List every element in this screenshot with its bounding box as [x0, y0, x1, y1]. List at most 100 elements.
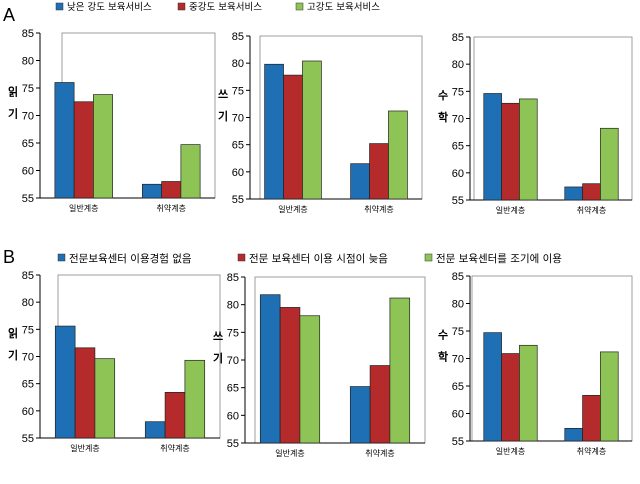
legend-b-label-2: 전문 보육센터 이용 시점이 늦음 — [249, 253, 388, 265]
y-tick-label: 70 — [452, 114, 464, 126]
y-tick-label: 75 — [452, 86, 464, 98]
y-axis-label: 읽 — [8, 327, 18, 340]
bar — [299, 315, 321, 444]
y-tick-label: 55 — [232, 194, 244, 206]
legend-b: 전문보육센터 이용경험 없음 전문 보육센터 이용 시점이 늦음 전문 보육센터… — [57, 252, 562, 265]
y-tick-label: 65 — [22, 379, 34, 391]
bar — [388, 110, 408, 200]
x-category-label: 취약계층 — [160, 443, 189, 453]
bar — [582, 183, 601, 201]
bar — [93, 94, 113, 199]
y-tick-label: 70 — [227, 355, 239, 367]
y-tick-label: 85 — [22, 270, 34, 282]
bar — [283, 74, 303, 200]
bar — [161, 181, 182, 199]
bar — [73, 101, 94, 199]
bar — [349, 386, 371, 444]
bar — [501, 353, 520, 442]
y-tick-label: 70 — [452, 354, 464, 366]
bar — [519, 344, 538, 442]
y-tick-label: 80 — [227, 300, 239, 312]
y-tick-label: 60 — [232, 167, 244, 179]
bar — [483, 93, 502, 201]
y-tick-label: 80 — [22, 56, 34, 68]
y-tick-label: 85 — [452, 271, 464, 283]
y-tick-label: 75 — [22, 324, 34, 336]
legend-a-label-3: 고강도 보육서비스 — [307, 2, 380, 13]
y-tick-label: 75 — [227, 327, 239, 339]
bar — [279, 307, 301, 444]
bar — [54, 82, 75, 199]
y-axis-label: 쓰 — [213, 330, 223, 343]
bar — [54, 325, 76, 439]
x-category-label: 일반계층 — [278, 204, 307, 214]
bar — [142, 183, 162, 199]
y-tick-label: 60 — [22, 406, 34, 418]
legend-a: 낮은 강도 보육서비스 중강도 보육서비스 고강도 보육서비스 — [55, 2, 380, 13]
x-category-label: 취약계층 — [577, 205, 606, 215]
bar — [582, 395, 601, 442]
y-axis-label: 기 — [8, 348, 18, 362]
bar — [180, 144, 201, 199]
y-tick-label: 75 — [452, 326, 464, 338]
legend-b-swatch-3 — [424, 253, 433, 262]
bar — [389, 297, 411, 444]
bar — [369, 143, 389, 200]
legend-a-swatch-2 — [177, 2, 186, 11]
legend-a-swatch-1 — [55, 2, 64, 11]
y-axis-label: 학 — [438, 350, 448, 364]
x-category-label: 취약계층 — [157, 203, 186, 213]
legend-b-label-1: 전문보육센터 이용경험 없음 — [69, 252, 192, 265]
x-category-label: 취약계층 — [365, 448, 394, 458]
panel-letter-a: A — [3, 5, 15, 25]
legend-a-label-1: 낮은 강도 보육서비스 — [67, 2, 152, 13]
y-tick-label: 65 — [22, 138, 34, 150]
x-category-label: 취약계층 — [364, 204, 393, 214]
x-category-label: 일반계층 — [275, 448, 304, 458]
y-axis-label: 기 — [218, 109, 228, 123]
y-axis-label: 읽 — [8, 86, 18, 99]
bar — [369, 365, 391, 444]
bar — [184, 359, 206, 439]
y-tick-label: 80 — [232, 58, 244, 70]
y-axis-label: 학 — [438, 110, 448, 124]
y-axis-label: 수 — [438, 329, 448, 342]
x-category-label: 취약계층 — [577, 446, 606, 456]
y-tick-label: 70 — [22, 352, 34, 364]
bar — [259, 294, 281, 444]
bar — [302, 60, 322, 200]
bar — [600, 127, 619, 201]
y-tick-label: 55 — [22, 193, 34, 205]
y-tick-label: 70 — [232, 113, 244, 125]
legend-a-swatch-3 — [295, 2, 304, 11]
bar — [519, 98, 538, 201]
bar — [74, 347, 96, 439]
y-tick-label: 85 — [452, 32, 464, 44]
y-tick-label: 70 — [22, 111, 34, 123]
y-axis-label: 수 — [438, 89, 448, 102]
x-category-label: 일반계층 — [69, 203, 98, 213]
y-tick-label: 65 — [227, 383, 239, 395]
bar — [144, 421, 166, 439]
bar — [600, 351, 619, 442]
y-axis-label: 기 — [213, 351, 223, 365]
y-tick-label: 65 — [452, 381, 464, 393]
legend-a-label-2: 중강도 보육서비스 — [189, 2, 262, 13]
y-tick-label: 65 — [452, 141, 464, 153]
y-tick-label: 65 — [232, 140, 244, 152]
y-tick-label: 60 — [22, 166, 34, 178]
bar — [483, 332, 502, 442]
y-tick-label: 80 — [22, 297, 34, 309]
y-tick-label: 85 — [22, 28, 34, 40]
x-category-label: 일반계층 — [496, 205, 525, 215]
y-tick-label: 55 — [227, 438, 239, 450]
y-tick-label: 55 — [22, 433, 34, 445]
y-axis-label: 기 — [8, 107, 18, 121]
x-category-label: 일반계층 — [70, 443, 99, 453]
